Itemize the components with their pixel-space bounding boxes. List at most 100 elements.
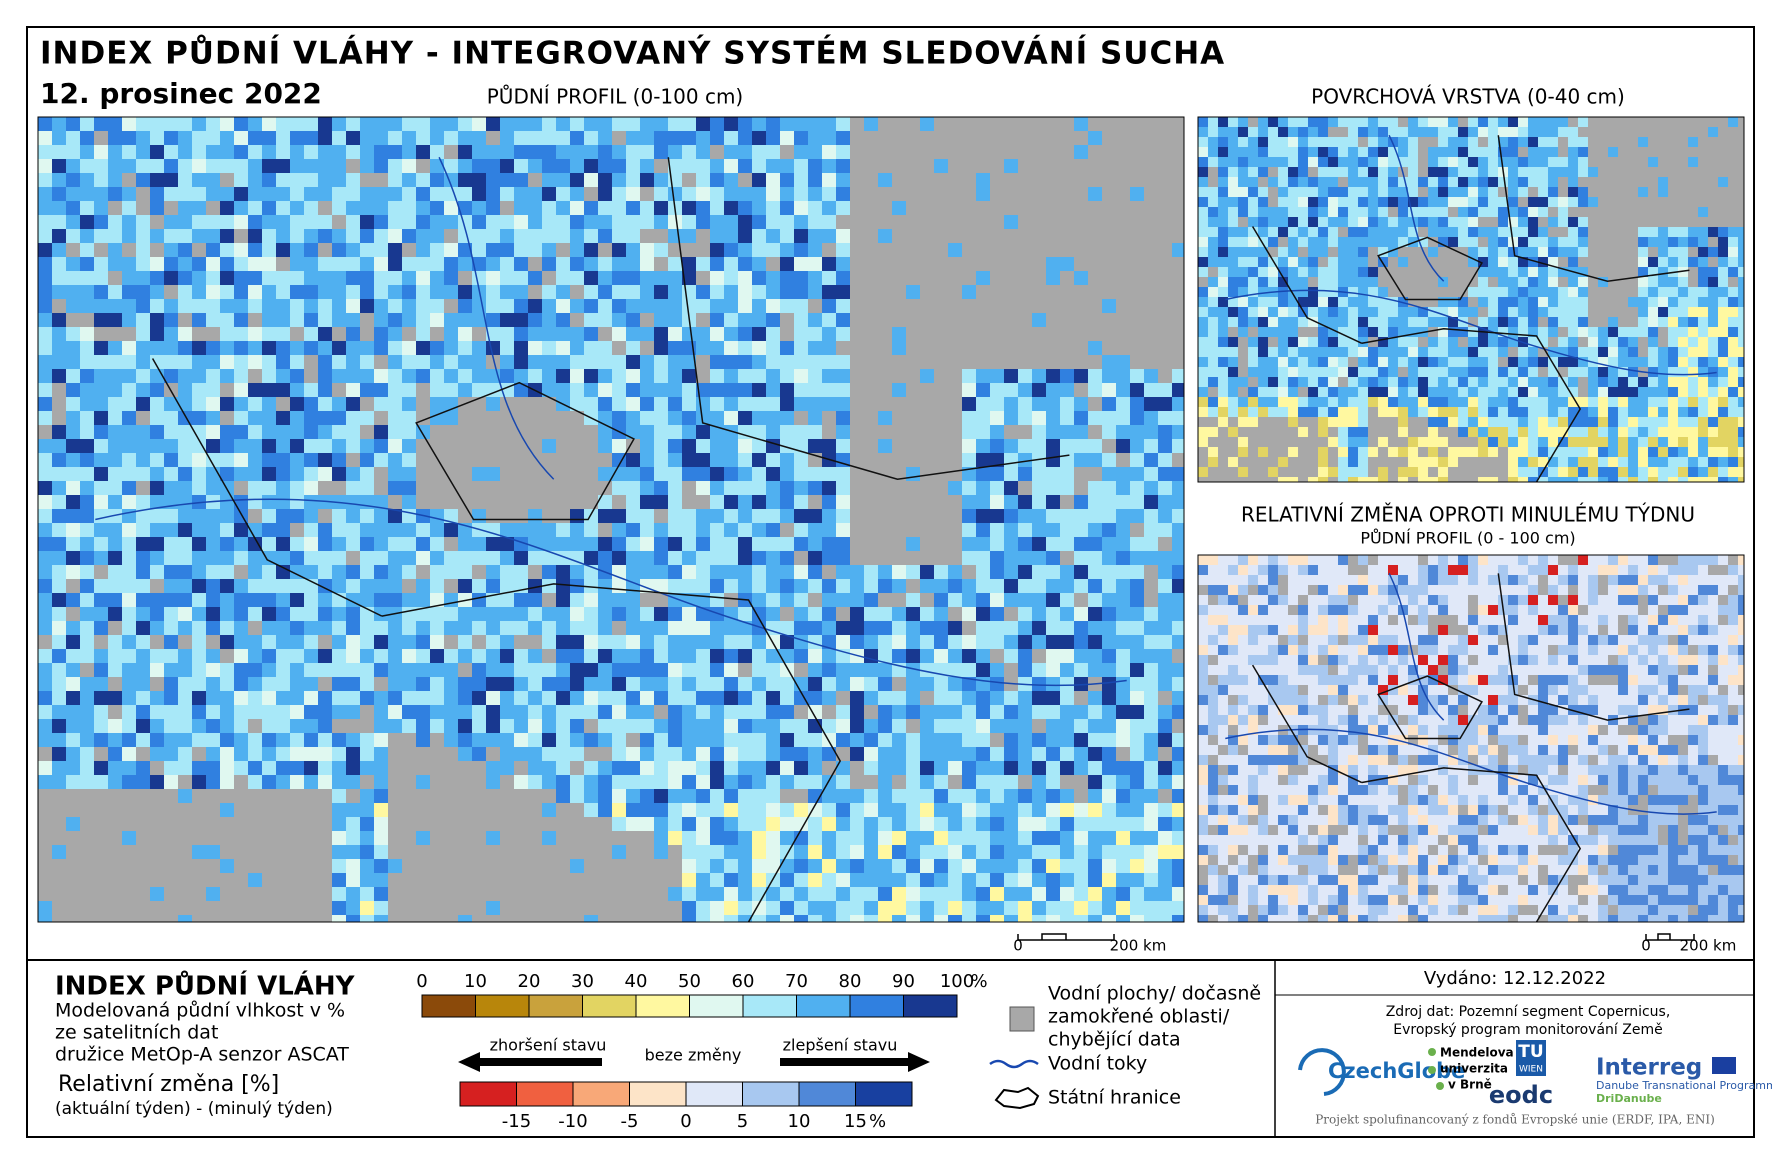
map-cell xyxy=(388,635,402,649)
map-cell xyxy=(1144,859,1158,873)
map-cell xyxy=(738,789,752,803)
map-cell xyxy=(290,467,304,481)
map-cell xyxy=(990,467,1004,481)
map-cell xyxy=(1328,247,1338,257)
map-cell xyxy=(486,117,500,131)
map-cell xyxy=(696,565,710,579)
map-cell xyxy=(458,271,472,285)
map-cell xyxy=(164,117,178,131)
map-cell xyxy=(948,873,962,887)
map-cell xyxy=(738,817,752,831)
map-cell xyxy=(1060,397,1074,411)
map-cell xyxy=(1388,237,1398,247)
map-cell xyxy=(794,733,808,747)
map-cell xyxy=(990,425,1004,439)
map-cell xyxy=(626,551,640,565)
map-cell xyxy=(220,705,234,719)
map-cell xyxy=(52,425,66,439)
map-cell xyxy=(1158,831,1172,845)
map-cell xyxy=(878,845,892,859)
map-cell xyxy=(332,285,346,299)
map-cell xyxy=(626,453,640,467)
map-cell xyxy=(332,313,346,327)
map-cell xyxy=(808,873,822,887)
map-cell xyxy=(752,145,766,159)
map-cell xyxy=(1478,377,1488,387)
map-cell xyxy=(1528,247,1538,257)
map-cell xyxy=(696,775,710,789)
map-cell xyxy=(122,677,136,691)
map-cell xyxy=(822,229,836,243)
map-cell xyxy=(1228,137,1238,147)
map-cell xyxy=(1258,277,1268,287)
map-cell xyxy=(262,201,276,215)
map-cell xyxy=(1438,307,1448,317)
map-cell xyxy=(80,131,94,145)
map-cell xyxy=(332,215,346,229)
map-cell xyxy=(206,117,220,131)
map-cell xyxy=(178,369,192,383)
map-cell xyxy=(1060,635,1074,649)
map-cell xyxy=(836,299,850,313)
map-cell xyxy=(1198,277,1208,287)
map-cell xyxy=(1658,247,1668,257)
map-cell xyxy=(66,425,80,439)
map-cell xyxy=(360,691,374,705)
map-cell xyxy=(724,159,738,173)
map-cell xyxy=(696,355,710,369)
map-cell xyxy=(248,593,262,607)
map-cell xyxy=(514,607,528,621)
map-cell xyxy=(500,299,514,313)
map-cell xyxy=(696,481,710,495)
map-cell xyxy=(668,677,682,691)
map-cell xyxy=(1088,369,1102,383)
map-cell xyxy=(500,285,514,299)
map-cell xyxy=(682,733,696,747)
map-cell xyxy=(332,845,346,859)
map-cell xyxy=(724,355,738,369)
map-cell xyxy=(416,607,430,621)
map-cell xyxy=(934,831,948,845)
map-cell xyxy=(766,425,780,439)
map-cell xyxy=(150,495,164,509)
map-cell xyxy=(1558,167,1568,177)
map-cell xyxy=(1144,845,1158,859)
map-cell xyxy=(346,313,360,327)
map-cell xyxy=(66,719,80,733)
map-cell xyxy=(738,551,752,565)
map-cell xyxy=(1116,691,1130,705)
map-cell xyxy=(1208,217,1218,227)
map-cell xyxy=(276,537,290,551)
map-cell xyxy=(1688,357,1698,367)
map-cell xyxy=(822,145,836,159)
map-cell xyxy=(1278,137,1288,147)
map-cell xyxy=(192,271,206,285)
map-cell xyxy=(332,901,346,915)
map-cell xyxy=(1558,367,1568,377)
map-cell xyxy=(542,285,556,299)
map-cell xyxy=(1004,593,1018,607)
map-cell xyxy=(682,887,696,901)
map-cell xyxy=(1238,327,1248,337)
map-cell xyxy=(1448,127,1458,137)
map-cell xyxy=(332,145,346,159)
map-cell xyxy=(1046,579,1060,593)
map-cell xyxy=(1046,705,1060,719)
map-cell xyxy=(262,747,276,761)
map-cell xyxy=(1258,227,1268,237)
map-cell xyxy=(472,215,486,229)
map-cell xyxy=(570,397,584,411)
map-cell xyxy=(80,257,94,271)
map-cell xyxy=(822,747,836,761)
map-cell xyxy=(1074,117,1088,131)
map-cell xyxy=(1258,187,1268,197)
map-cell xyxy=(1438,127,1448,137)
map-cell xyxy=(1158,803,1172,817)
map-cell xyxy=(178,523,192,537)
map-cell xyxy=(1518,247,1528,257)
map-cell xyxy=(52,341,66,355)
map-cell xyxy=(1718,267,1728,277)
map-cell xyxy=(1032,817,1046,831)
map-cell xyxy=(1568,237,1578,247)
map-cell xyxy=(486,243,500,257)
